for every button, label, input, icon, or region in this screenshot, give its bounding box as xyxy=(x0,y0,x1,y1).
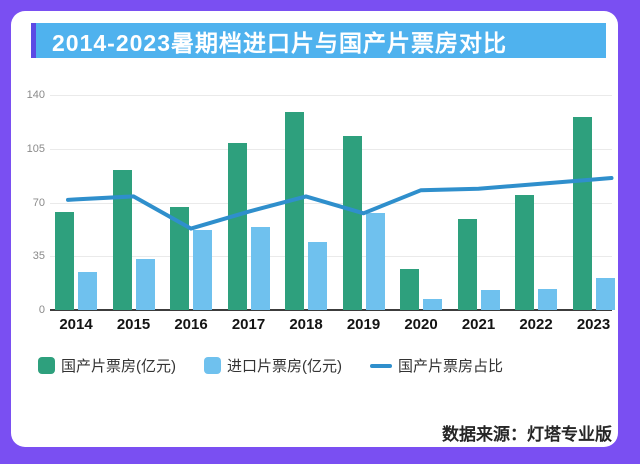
bar-imported-2023 xyxy=(595,277,615,310)
bar-imported-2021 xyxy=(480,290,500,310)
legend-label-domestic: 国产片票房(亿元) xyxy=(61,358,176,375)
legend-item-domestic: 国产片票房(亿元) xyxy=(38,355,176,376)
x-axis-label-2019: 2019 xyxy=(346,316,381,333)
y-axis-tick-70: 70 xyxy=(32,196,45,209)
gridline-105 xyxy=(50,148,612,150)
bar-imported-2022 xyxy=(538,288,557,310)
bar-imported-2014 xyxy=(78,271,97,310)
bar-domestic-2018 xyxy=(285,111,304,310)
infographic-card: 2014-2023暑期档进口片与国产片票房对比 0 35 70 105 140 2014 2… xyxy=(11,11,618,447)
bar-domestic-2016 xyxy=(170,207,189,310)
x-axis-label-2020: 2020 xyxy=(404,316,438,333)
y-axis-tick-140: 140 xyxy=(26,89,45,101)
bar-imported-2016 xyxy=(193,230,212,310)
x-axis-label-2023: 2023 xyxy=(576,316,611,333)
x-axis-label-2017: 2017 xyxy=(231,316,266,333)
legend-item-share: 国产片票房占比 xyxy=(370,355,503,376)
legend-label-share: 国产片票房占比 xyxy=(398,358,504,375)
x-axis-label-2018: 2018 xyxy=(289,316,323,333)
bar-domestic-2014 xyxy=(55,211,74,310)
bar-imported-2019 xyxy=(365,213,385,310)
x-axis-label-2022: 2022 xyxy=(519,316,553,333)
gridline-35 xyxy=(50,256,612,258)
x-axis-line xyxy=(50,309,612,311)
bar-domestic-2015 xyxy=(112,170,132,310)
bar-imported-2017 xyxy=(250,227,270,310)
title-banner: 2014-2023暑期档进口片与国产片票房对比 xyxy=(31,23,606,58)
banner-accent-bar xyxy=(31,23,36,58)
bar-domestic-2020 xyxy=(400,268,419,310)
x-axis-label-2021: 2021 xyxy=(461,316,496,333)
bar-imported-2020 xyxy=(423,299,442,310)
bar-imported-2018 xyxy=(308,242,327,310)
bar-domestic-2019 xyxy=(342,136,362,310)
bar-domestic-2021 xyxy=(457,219,477,310)
bar-domestic-2017 xyxy=(227,142,247,310)
bar-domestic-2023 xyxy=(572,116,592,310)
gridline-140 xyxy=(50,95,612,96)
legend-label-imported: 进口片票房(亿元) xyxy=(227,358,342,375)
y-axis-tick-35: 35 xyxy=(32,250,45,263)
imported-bar-swatch-icon xyxy=(204,357,221,374)
chart-legend: 国产片票房(亿元) 进口片票房(亿元) 国产片票房占比 xyxy=(38,355,503,376)
bar-imported-2015 xyxy=(135,259,155,310)
domestic-bar-swatch-icon xyxy=(38,357,55,374)
data-source-note: 数据来源：灯塔专业版 xyxy=(442,425,612,444)
x-axis-label-2015: 2015 xyxy=(116,316,151,333)
page-title: 2014-2023暑期档进口片与国产片票房对比 xyxy=(52,29,507,56)
bar-line-chart: 0 35 70 105 140 2014 2015 2016 2017 2018 2019 2020 2… xyxy=(11,11,618,447)
x-axis-label-2014: 2014 xyxy=(59,316,93,333)
bar-domestic-2022 xyxy=(515,194,534,310)
banner-background: 2014-2023暑期档进口片与国产片票房对比 xyxy=(36,23,606,58)
share-line-swatch-icon xyxy=(370,363,392,368)
share-line-series xyxy=(66,176,614,231)
y-axis-tick-0: 0 xyxy=(38,304,45,316)
y-axis-tick-105: 105 xyxy=(26,142,45,155)
legend-item-imported: 进口片票房(亿元) xyxy=(204,355,342,376)
x-axis-label-2016: 2016 xyxy=(174,316,208,333)
